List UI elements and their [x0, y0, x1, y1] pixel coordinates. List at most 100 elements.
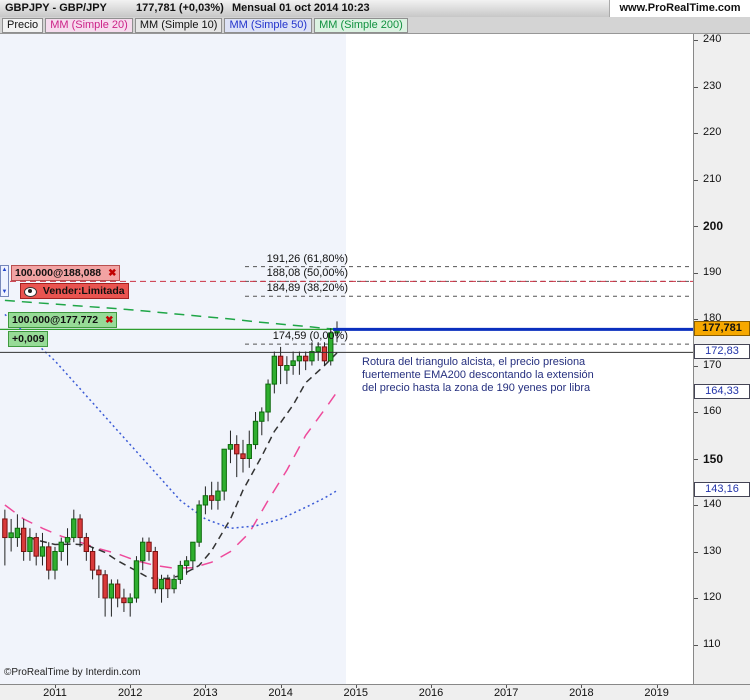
x-axis-tick: [581, 685, 583, 688]
sell-order-type-tag[interactable]: Vender:Limitada: [20, 283, 129, 300]
y-tick-label: 110: [703, 637, 721, 650]
close-icon[interactable]: ✖: [108, 268, 117, 280]
buy-order-tag[interactable]: 100.000@177,772 ✖: [8, 312, 118, 329]
y-axis-tick: [694, 412, 698, 413]
candle-body: [315, 346, 321, 353]
candle-body: [177, 564, 184, 580]
y-axis-tick: [694, 644, 698, 646]
price-level-tag[interactable]: 143,16: [694, 482, 750, 498]
chart-annotation: Rotura del triangulo alcista, el precio …: [362, 356, 594, 395]
candle-body: [39, 546, 46, 557]
candle-body: [227, 444, 234, 450]
indicator-toolbar: Precio MM (Simple 20) MM (Simple 10) MM …: [0, 17, 750, 34]
y-tick-label: 140: [703, 498, 722, 510]
y-axis-tick: [694, 505, 698, 506]
candle-body: [121, 597, 127, 604]
candle-body: [221, 448, 227, 492]
candle-body: [277, 355, 284, 367]
eye-icon: [24, 286, 37, 297]
candle-body: [133, 560, 140, 599]
x-year-label: 2012: [117, 687, 143, 699]
annotation-line: fuertemente EMA200 descontando la extens…: [362, 369, 594, 381]
candle-body: [14, 527, 21, 539]
candle-body: [190, 541, 196, 562]
candle-body: [296, 355, 303, 362]
candle-body: [58, 541, 64, 553]
y-axis-tick: [694, 319, 698, 320]
annotation-line: del precio hasta la zona de 190 yenes po…: [362, 382, 591, 394]
current-price-tag[interactable]: 177,781: [694, 321, 750, 337]
buy-order-label: 100.000@177,772: [12, 314, 99, 327]
candle-body: [27, 537, 33, 552]
price-level-tag[interactable]: 172,83: [694, 344, 750, 360]
candle-body: [77, 518, 83, 539]
x-year-label: 2017: [493, 687, 519, 699]
ma-line-mm50: [4, 313, 338, 530]
y-axis-tick: [694, 365, 698, 367]
y-tick-label: 150: [703, 451, 724, 466]
candle-body: [265, 383, 271, 413]
y-axis-tick: [694, 551, 698, 553]
x-axis-tick: [205, 685, 207, 688]
candle-body: [71, 518, 77, 539]
down-arrow-icon: ▼: [1, 289, 8, 296]
y-tick-label: 130: [703, 544, 722, 557]
x-axis-tick: [55, 685, 56, 688]
candle-body: [114, 583, 121, 599]
candle-body: [89, 551, 96, 571]
y-tick-label: 180: [703, 312, 722, 324]
candle-body: [46, 546, 52, 571]
fib-level-label: 188,08 (50,00%): [266, 267, 348, 280]
last-price-label: 177,781 (+0,03%): [136, 2, 224, 14]
price-pane-label[interactable]: Precio: [2, 17, 44, 33]
candle-body: [246, 444, 252, 459]
x-axis-tick: [355, 685, 357, 688]
candle-body: [302, 355, 309, 362]
y-tick-label: 200: [703, 219, 724, 233]
x-year-label: 2019: [644, 687, 669, 699]
x-axis-tick: [656, 685, 658, 688]
candle-body: [202, 495, 209, 506]
x-year-label: 2018: [569, 687, 594, 699]
x-year-label: 2015: [343, 687, 369, 699]
buy-order-pl-label: +0,009: [12, 333, 45, 346]
ma-line-mm20: [4, 391, 338, 569]
y-axis-tick: [694, 598, 698, 599]
sell-order-tag[interactable]: 100.000@188,088 ✖: [11, 265, 121, 282]
candle-body: [271, 355, 278, 385]
fib-level-label: 174,59 (0,00%): [272, 330, 348, 343]
x-axis-tick: [130, 685, 132, 688]
candle-body: [259, 411, 265, 422]
prorealtime-site-label: www.ProRealTime.com: [609, 0, 750, 17]
plot-history-background: [0, 34, 346, 684]
buy-order-pl-tag[interactable]: +0,009: [8, 331, 49, 348]
y-tick-label: 160: [703, 405, 722, 417]
y-axis-tick: [694, 40, 698, 41]
order-drag-handle[interactable]: ▲ ▼: [0, 265, 9, 298]
y-tick-label: 230: [703, 79, 722, 92]
x-axis-tick: [506, 685, 508, 688]
candle-body: [240, 453, 246, 460]
copyright-label: ©ProRealTime by Interdin.com: [4, 667, 141, 678]
indicator-mm-simple-50[interactable]: MM (Simple 50): [224, 17, 313, 33]
close-icon[interactable]: ✖: [105, 315, 114, 327]
y-axis-tick: [694, 458, 698, 460]
time-axis[interactable]: 2011 2012 2013 2014 2015 2016 2017 2018 2019: [0, 684, 750, 700]
indicator-mm-simple-200[interactable]: MM (Simple 200): [314, 17, 408, 33]
candle-body: [309, 351, 315, 362]
candle-body: [8, 532, 14, 539]
y-tick-label: 190: [703, 265, 722, 278]
x-year-label: 2011: [43, 687, 67, 699]
candle-body: [140, 541, 146, 562]
indicator-mm-simple-10[interactable]: MM (Simple 10): [134, 17, 223, 33]
candle-body: [183, 560, 190, 566]
candle-body: [2, 518, 8, 539]
indicator-mm-simple-20[interactable]: MM (Simple 20): [45, 17, 133, 33]
title-bar: GBPJPY - GBP/JPY 177,781 (+0,03%) Mensua…: [0, 0, 750, 18]
price-level-tag[interactable]: 164,33: [694, 383, 750, 399]
candle-body: [171, 578, 177, 590]
fib-level-label: 184,89 (38,20%): [266, 282, 348, 295]
y-axis-tick: [694, 226, 698, 227]
